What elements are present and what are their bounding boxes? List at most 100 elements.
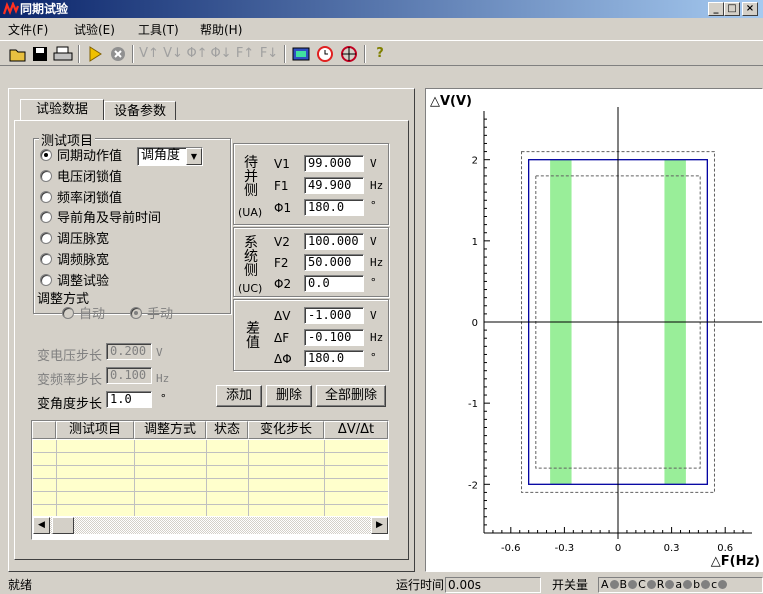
print-icon[interactable] [52, 44, 74, 64]
table-row[interactable] [33, 466, 388, 479]
frequency-up-button[interactable]: F↑ [235, 46, 255, 61]
vector-plot-icon[interactable] [338, 44, 360, 64]
menu-tools[interactable]: 工具(T) [138, 23, 179, 37]
grid-body[interactable] [33, 440, 388, 516]
grid-header-state[interactable]: 状态 [206, 421, 248, 439]
close-button[interactable]: × [742, 2, 758, 16]
scroll-left-icon[interactable]: ◀ [33, 517, 50, 534]
grid-row-header [32, 421, 56, 439]
voltage-step-input[interactable]: 0.200 [106, 343, 152, 360]
help-icon[interactable]: ? [376, 46, 384, 61]
radio-label: 电压闭锁值 [57, 170, 123, 185]
voltage-down-button[interactable]: V↓ [163, 46, 183, 61]
df-input[interactable]: -0.100 [304, 329, 364, 346]
v2-input[interactable]: 100.000 [304, 233, 364, 250]
voltage-up-button[interactable]: V↑ [139, 46, 159, 61]
horizontal-scrollbar[interactable]: ◀ ▶ [33, 517, 388, 534]
angle-step-label: 变角度步长 [37, 397, 103, 412]
calculator-icon[interactable] [290, 44, 312, 64]
switch-led-a: a [675, 578, 683, 591]
menu-test[interactable]: 试验(E) [74, 23, 115, 37]
radio-freq-pulse[interactable]: 调频脉宽 [40, 252, 109, 270]
scroll-thumb[interactable] [52, 517, 74, 534]
grid-header-mode[interactable]: 调整方式 [134, 421, 206, 439]
grid-header-rate[interactable]: ΔV/Δt [324, 421, 388, 439]
dv-unit: V [370, 309, 377, 322]
delete-all-button[interactable]: 全部删除 [316, 385, 386, 407]
menu-file[interactable]: 文件(F) [8, 23, 49, 37]
radio-sync-action[interactable]: 同期动作值 [40, 148, 122, 166]
switch-led-R: R [656, 578, 665, 591]
table-row[interactable] [33, 453, 388, 466]
radio-indicator[interactable] [62, 307, 74, 319]
menu-help[interactable]: 帮助(H) [200, 23, 243, 37]
play-icon[interactable] [86, 44, 104, 64]
title-bar: 同期试验 _ □ × [0, 0, 763, 18]
v1-input[interactable]: 99.000 [304, 155, 364, 172]
adjust-target-combo[interactable]: 调角度 ▼ [137, 147, 203, 166]
grid-header-step[interactable]: 变化步长 [248, 421, 324, 439]
led-indicator-icon [609, 580, 619, 589]
tab-test-data[interactable]: 试验数据 [20, 99, 104, 121]
f2-label: F2 [274, 256, 289, 270]
x-tick-label: -0.3 [555, 543, 575, 554]
radio-indicator[interactable] [40, 274, 52, 286]
phi1-input[interactable]: 180.0 [304, 199, 364, 216]
frequency-down-button[interactable]: F↓ [259, 46, 279, 61]
radio-label: 调频脉宽 [57, 253, 110, 268]
radio-indicator[interactable] [40, 149, 52, 161]
system-side-sub: (UC) [238, 282, 263, 295]
table-row[interactable] [33, 479, 388, 492]
led-indicator-icon [646, 580, 656, 589]
grid-header-item[interactable]: 测试项目 [56, 421, 134, 439]
toolbar-separator [364, 45, 366, 63]
angle-step-input[interactable]: 1.0 [106, 391, 152, 408]
switch-led-b: b [693, 578, 701, 591]
radio-adjust-test[interactable]: 调整试验 [40, 273, 109, 291]
grid-divider [56, 440, 57, 516]
phase-down-button[interactable]: Φ↓ [210, 46, 232, 61]
delete-button[interactable]: 删除 [266, 385, 312, 407]
radio-indicator[interactable] [40, 253, 52, 265]
radio-voltage-lock[interactable]: 电压闭锁值 [40, 169, 122, 187]
radio-indicator[interactable] [130, 307, 142, 319]
minimize-button[interactable]: _ [708, 2, 724, 16]
radio-label: 调整试验 [57, 274, 110, 289]
table-row[interactable] [33, 440, 388, 453]
clock-icon[interactable] [314, 44, 336, 64]
f1-input[interactable]: 49.900 [304, 177, 364, 194]
freq-step-input[interactable]: 0.100 [106, 367, 152, 384]
radio-auto[interactable]: 自动 [62, 306, 105, 324]
y-tick-label: -2 [468, 480, 478, 491]
stop-icon[interactable] [108, 44, 128, 64]
add-button[interactable]: 添加 [216, 385, 262, 407]
open-folder-icon[interactable] [8, 44, 28, 64]
radio-lead-angle[interactable]: 导前角及导前时间 [40, 210, 161, 228]
dv-input[interactable]: -1.000 [304, 307, 364, 324]
freq-step-unit: Hz [156, 372, 170, 385]
system-side-group [233, 227, 389, 297]
radio-manual[interactable]: 手动 [130, 306, 173, 324]
radio-indicator[interactable] [40, 232, 52, 244]
chevron-down-icon[interactable]: ▼ [186, 148, 202, 165]
freq-step-label: 变频率步长 [37, 373, 103, 388]
radio-indicator[interactable] [40, 191, 52, 203]
radio-indicator[interactable] [40, 211, 52, 223]
f2-input[interactable]: 50.000 [304, 254, 364, 271]
phi2-input[interactable]: 0.0 [304, 275, 364, 292]
y-tick-label: -1 [468, 399, 478, 410]
save-icon[interactable] [30, 44, 50, 64]
switch-label: 开关量 [552, 578, 589, 592]
radio-volt-pulse[interactable]: 调压脉宽 [40, 231, 109, 249]
scroll-track[interactable] [50, 517, 371, 534]
maximize-button[interactable]: □ [724, 2, 740, 16]
table-row[interactable] [33, 492, 388, 505]
phase-up-button[interactable]: Φ↑ [186, 46, 208, 61]
radio-indicator[interactable] [40, 170, 52, 182]
dphi-input[interactable]: 180.0 [304, 350, 364, 367]
radio-freq-lock[interactable]: 频率闭锁值 [40, 190, 122, 208]
tab-device-params[interactable]: 设备参数 [104, 101, 176, 121]
df-label: ΔF [274, 331, 290, 345]
test-list-grid[interactable]: 测试项目 调整方式 状态 变化步长 ΔV/Δt ◀ ▶ [31, 420, 389, 540]
scroll-right-icon[interactable]: ▶ [371, 517, 388, 534]
